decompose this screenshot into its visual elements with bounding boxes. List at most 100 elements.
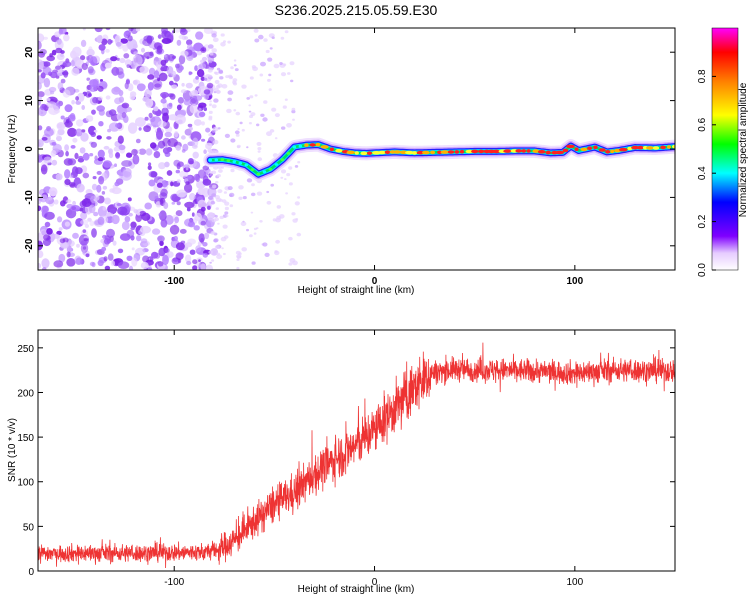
noise-blob [102, 160, 112, 168]
noise-blob [51, 49, 57, 56]
ridge-peak [238, 161, 243, 165]
ridge-peak [447, 150, 455, 154]
noise-blob [257, 150, 261, 153]
noise-blob [110, 165, 115, 169]
noise-blob [236, 254, 242, 259]
noise-blob [48, 86, 57, 93]
ridge-peak [226, 159, 231, 163]
spectrogram-y-tick-label: 0 [24, 146, 35, 152]
noise-blob [286, 123, 292, 128]
ridge-peak [220, 158, 225, 162]
noise-blob [215, 197, 222, 202]
snr-y-tick-label: 100 [17, 478, 34, 489]
noise-blob [77, 223, 81, 227]
noise-blob [43, 127, 54, 137]
noise-blob [189, 91, 195, 97]
noise-blob [43, 36, 48, 40]
noise-blob [130, 221, 137, 229]
ridge-peak [244, 163, 249, 167]
noise-blob [260, 113, 265, 118]
noise-blob [89, 153, 94, 157]
noise-blob [38, 40, 42, 50]
noise-blob [173, 28, 181, 33]
noise-blob [268, 88, 272, 91]
noise-blob [44, 211, 55, 220]
noise-blob [38, 110, 41, 116]
noise-blob [222, 40, 227, 43]
noise-blob [267, 78, 271, 82]
noise-blob [114, 181, 120, 187]
noise-blob [198, 259, 201, 263]
noise-blob [40, 164, 48, 175]
noise-blob [211, 218, 217, 223]
noise-blob [198, 63, 207, 70]
noise-blob [173, 130, 179, 138]
noise-blob [57, 82, 64, 91]
noise-blob [185, 254, 192, 263]
noise-blob [203, 107, 207, 112]
noise-blob [158, 247, 166, 257]
noise-blob [169, 80, 174, 86]
noise-blob [235, 111, 241, 116]
noise-blob [124, 82, 129, 90]
noise-blob [103, 145, 110, 150]
noise-blob [186, 44, 193, 50]
noise-blob [62, 89, 71, 98]
noise-blob [282, 105, 287, 109]
noise-blob [38, 125, 43, 131]
noise-blob [184, 218, 194, 227]
noise-blob [160, 219, 168, 228]
ridge-peak [555, 150, 564, 155]
noise-blob [166, 170, 173, 176]
noise-blob [135, 138, 141, 144]
ridge-peak [537, 150, 546, 154]
noise-blob [178, 253, 184, 257]
noise-blob [212, 37, 219, 43]
noise-blob [189, 104, 199, 114]
noise-blob [126, 255, 133, 261]
noise-blob [157, 34, 162, 39]
noise-blob [218, 169, 223, 173]
noise-blob [44, 221, 51, 228]
noise-blob [174, 216, 180, 224]
colorbar-gradient [711, 27, 739, 271]
noise-blob [43, 234, 51, 241]
noise-blob [230, 138, 236, 143]
snr-axes: -100 0 100 0 50 100 150 200 250 [17, 330, 675, 588]
noise-blob [74, 152, 79, 160]
noise-blob [284, 30, 289, 34]
noise-blob [117, 206, 128, 216]
noise-blob [152, 228, 161, 235]
noise-blob [63, 34, 70, 42]
noise-blob [274, 250, 278, 253]
noise-blob [64, 144, 69, 152]
noise-blob [115, 152, 120, 157]
noise-blob [62, 61, 72, 68]
noise-blob [209, 52, 214, 56]
noise-blob [52, 233, 60, 239]
noise-blob [159, 266, 165, 270]
ridge-peak [610, 149, 615, 154]
noise-blob [281, 126, 286, 130]
noise-blob [180, 28, 187, 33]
ridge-peak [454, 150, 460, 154]
noise-blob [175, 123, 178, 128]
noise-blob [113, 86, 120, 93]
spectrogram-x-tick-label: 100 [566, 276, 583, 287]
noise-blob [220, 42, 226, 47]
noise-blob [217, 127, 221, 130]
noise-blob [218, 70, 224, 75]
noise-blob [189, 193, 196, 201]
noise-blob [40, 72, 46, 79]
noise-blob [108, 152, 114, 159]
snr-x-tick-label: -100 [164, 577, 184, 588]
noise-blob [91, 109, 96, 115]
noise-blob [266, 131, 272, 137]
noise-blob [118, 144, 126, 151]
noise-blob [256, 123, 260, 127]
noise-blob [213, 71, 218, 75]
noise-blob [102, 185, 108, 190]
noise-blob [70, 50, 77, 59]
noise-blob [38, 139, 44, 148]
